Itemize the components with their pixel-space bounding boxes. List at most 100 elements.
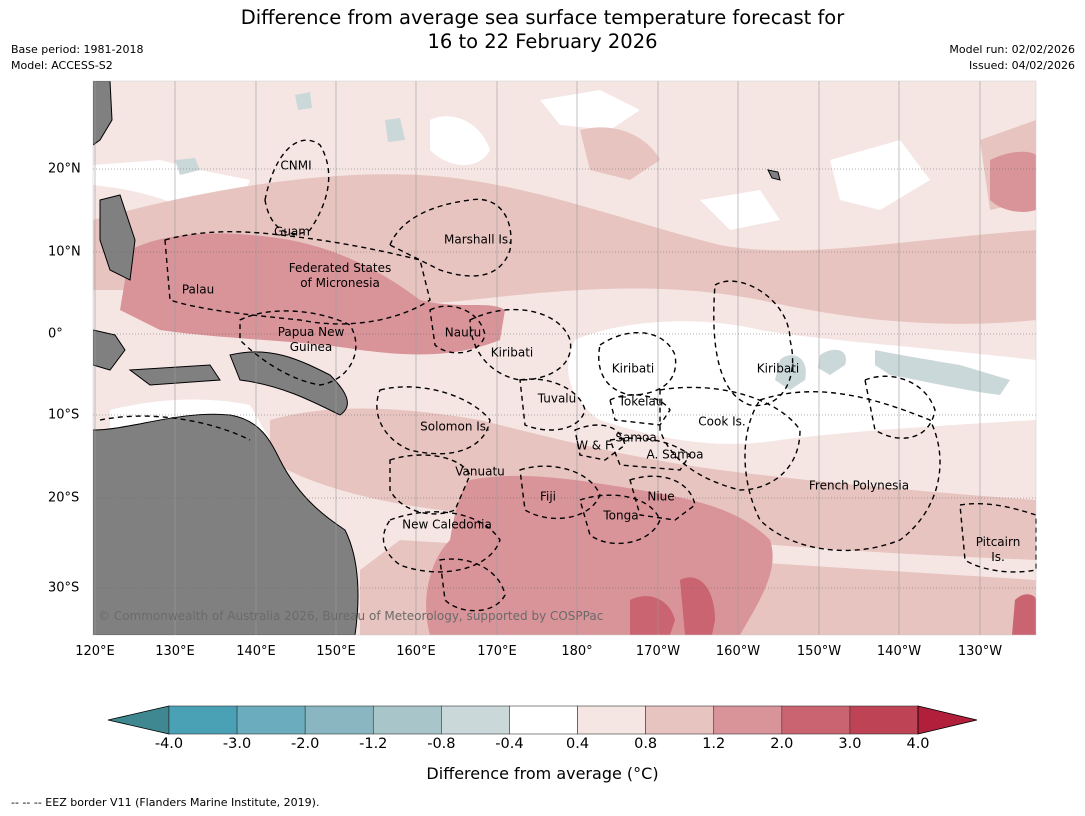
eez-niue	[629, 475, 696, 521]
eez-norfolk	[439, 558, 506, 612]
longitude-label: 140°E	[236, 644, 276, 659]
philippines-land	[99, 194, 136, 281]
place-label-samoa: Samoa	[615, 430, 657, 445]
anomaly-zone-0.8-1.2	[580, 127, 660, 180]
place-label-kiribati: Kiribati	[756, 361, 800, 376]
colorbar-segment	[372, 705, 442, 735]
title-line-1: Difference from average sea surface temp…	[240, 6, 845, 29]
anomaly-zone-2.0-3.0	[1012, 594, 1036, 635]
anomaly-zone-neg-0.8-0.4	[175, 158, 200, 175]
colorbar-segment	[645, 705, 715, 735]
model-run: Model run: 02/02/2026	[949, 43, 1075, 56]
neutral-zone	[700, 190, 780, 230]
colorbar-segment	[304, 705, 374, 735]
latitude-label: 10°N	[48, 244, 81, 260]
latitude-label: 20°S	[48, 490, 80, 506]
longitude-label: 160°W	[715, 644, 761, 659]
colorbar-tick-label: 0.4	[566, 736, 590, 752]
colorbar-tick-label: 3.0	[838, 736, 862, 752]
model-name: Model: ACCESS-S2	[11, 59, 113, 72]
copyright-notice: © Commonwealth of Australia 2026, Bureau…	[98, 609, 604, 623]
anomaly-zone-neg-0.8-0.4	[875, 350, 1010, 395]
place-label-w-f: W & F	[576, 438, 612, 453]
eez-tuvalu	[519, 378, 586, 431]
colorbar-extend-low	[107, 705, 170, 735]
latitude-label: 20°N	[48, 161, 81, 177]
longitude-label: 160°E	[396, 644, 436, 659]
colorbar-extend-high	[917, 705, 978, 735]
colorbar-tick-label: 2.0	[770, 736, 794, 752]
longitude-label: 150°E	[316, 644, 356, 659]
place-label-kiribati: Kiribati	[490, 345, 534, 360]
place-label-nauru: Nauru	[444, 325, 482, 340]
eez-wallis	[574, 424, 626, 461]
colorbar-segment	[441, 705, 510, 735]
anomaly-zone-0.8-1.2	[270, 408, 1036, 560]
place-label-tonga: Tonga	[603, 508, 639, 523]
colorbar-segment	[577, 705, 646, 735]
eez-solomon	[376, 386, 491, 455]
longitude-label: 140°W	[876, 644, 922, 659]
eez-pitcairn	[959, 502, 1037, 573]
eez-kiribati-line	[713, 280, 794, 407]
longitude-label: 130°W	[957, 644, 1003, 659]
title-line-2: 16 to 22 February 2026	[427, 30, 658, 53]
eez-nauru	[429, 305, 486, 354]
meta-left: Base period: 1981-2018 Model: ACCESS-S2	[11, 42, 143, 74]
hawaii-land	[767, 169, 781, 181]
place-label-a-samoa: A. Samoa	[646, 447, 704, 462]
anomaly-zone-2.0-3.0	[630, 596, 675, 635]
place-label-french-polynesia: French Polynesia	[808, 478, 910, 493]
map-field	[93, 81, 1036, 635]
map-frame	[92, 80, 1037, 636]
eez-cnmi	[264, 139, 330, 235]
longitude-label: 150°W	[796, 644, 842, 659]
eez-tokelau	[609, 394, 671, 426]
base-period: Base period: 1981-2018	[11, 43, 144, 56]
place-label-fiji: Fiji	[539, 489, 557, 504]
place-label-pitcairn-is: Pitcairn Is.	[975, 535, 1021, 564]
anomaly-zone-neg-0.8-0.4	[775, 355, 806, 390]
meta-right: Model run: 02/02/2026 Issued: 04/02/2026	[949, 42, 1075, 74]
colorbar-segment	[849, 705, 919, 735]
colorbar-segment	[713, 705, 783, 735]
australia-land	[93, 413, 359, 635]
neutral-zone	[830, 140, 930, 210]
new-guinea-land	[229, 351, 348, 416]
eez-marshall	[389, 198, 512, 277]
neutral-zone	[430, 116, 490, 165]
place-label-tuvalu: Tuvalu	[537, 391, 577, 406]
anomaly-zone-2.0-3.0	[680, 577, 715, 635]
colorbar-tick-label: -1.2	[359, 736, 388, 752]
place-label-guam: Guam	[274, 224, 310, 239]
colorbar-tick-label: -0.8	[427, 736, 456, 752]
eez-footnote: -- -- -- EEZ border V11 (Flanders Marine…	[11, 796, 320, 809]
longitude-label: 180°	[561, 644, 593, 659]
place-label-federated-states-of-micronesia: Federated States of Micronesia	[288, 261, 392, 290]
eez-borders	[99, 139, 1037, 612]
neutral-zone	[568, 321, 1036, 444]
place-label-palau: Palau	[181, 282, 215, 297]
anomaly-zone-1.2-2.0	[120, 233, 505, 355]
colorbar-tick-label: 0.8	[634, 736, 658, 752]
eez-cook	[659, 386, 801, 491]
anomaly-zone-1.2-2.0	[990, 151, 1036, 212]
colorbar	[107, 705, 978, 735]
place-label-marshall-is: Marshall Is.	[444, 232, 512, 247]
latitude-label: 0°	[48, 326, 63, 342]
place-label-new-caledonia: New Caledonia	[402, 517, 492, 532]
eez-png	[239, 310, 357, 386]
place-label-solomon-is: Solomon Is.	[420, 419, 490, 434]
eez-kiribati-gilbert	[469, 308, 572, 381]
chart-title: Difference from average sea surface temp…	[0, 6, 1085, 54]
colorbar-segment	[781, 705, 851, 735]
eez-australia	[99, 415, 251, 441]
colorbar-segment	[509, 705, 578, 735]
eez-samoa	[609, 437, 691, 471]
issued-date: Issued: 04/02/2026	[968, 59, 1075, 72]
place-label-cook-is: Cook Is.	[698, 414, 746, 429]
latitude-label: 30°S	[48, 580, 80, 596]
colorbar-label: Difference from average (°C)	[426, 764, 659, 783]
anomaly-zone-neg-0.8-0.4	[295, 92, 312, 110]
graticule	[93, 81, 1036, 635]
